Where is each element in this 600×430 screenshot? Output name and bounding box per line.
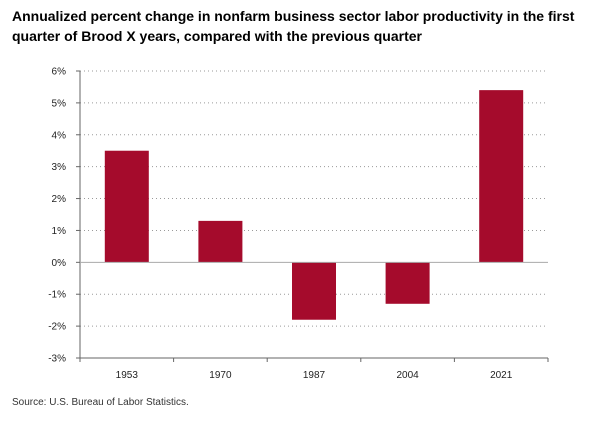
- y-tick-label: 2%: [52, 194, 67, 205]
- chart-title: Annualized percent change in nonfarm bus…: [12, 8, 575, 44]
- x-tick-label: 2004: [396, 370, 419, 381]
- x-tick-label: 2021: [490, 370, 513, 381]
- y-tick-label: 4%: [52, 130, 67, 141]
- bar-1987: [292, 262, 336, 320]
- bars: [104, 90, 524, 320]
- y-tick-label: -1%: [48, 290, 66, 301]
- bar-1953: [104, 150, 149, 263]
- y-tick-label: 5%: [52, 98, 67, 109]
- x-axis-ticks: 1953 1970 1987 2004 2021: [116, 370, 513, 381]
- y-tick-label: 0%: [52, 258, 67, 269]
- x-tick-label: 1953: [116, 370, 139, 381]
- y-tick-label: 3%: [52, 162, 67, 173]
- bar-2004: [385, 262, 430, 304]
- y-tick-label: 1%: [52, 226, 67, 237]
- y-axis-ticks: 6% 5% 4% 3% 2% 1% 0% -1% -2% -3%: [48, 67, 66, 365]
- bar-2021: [479, 90, 524, 263]
- y-tick-label: 6%: [52, 67, 67, 78]
- x-tick-label: 1970: [209, 370, 232, 381]
- x-tick-label: 1987: [303, 370, 326, 381]
- bar-1970: [198, 220, 243, 263]
- axes: [76, 70, 549, 362]
- source-note: Source: U.S. Bureau of Labor Statistics.: [12, 397, 189, 408]
- y-tick-label: -3%: [48, 354, 66, 365]
- y-tick-label: -2%: [48, 322, 66, 333]
